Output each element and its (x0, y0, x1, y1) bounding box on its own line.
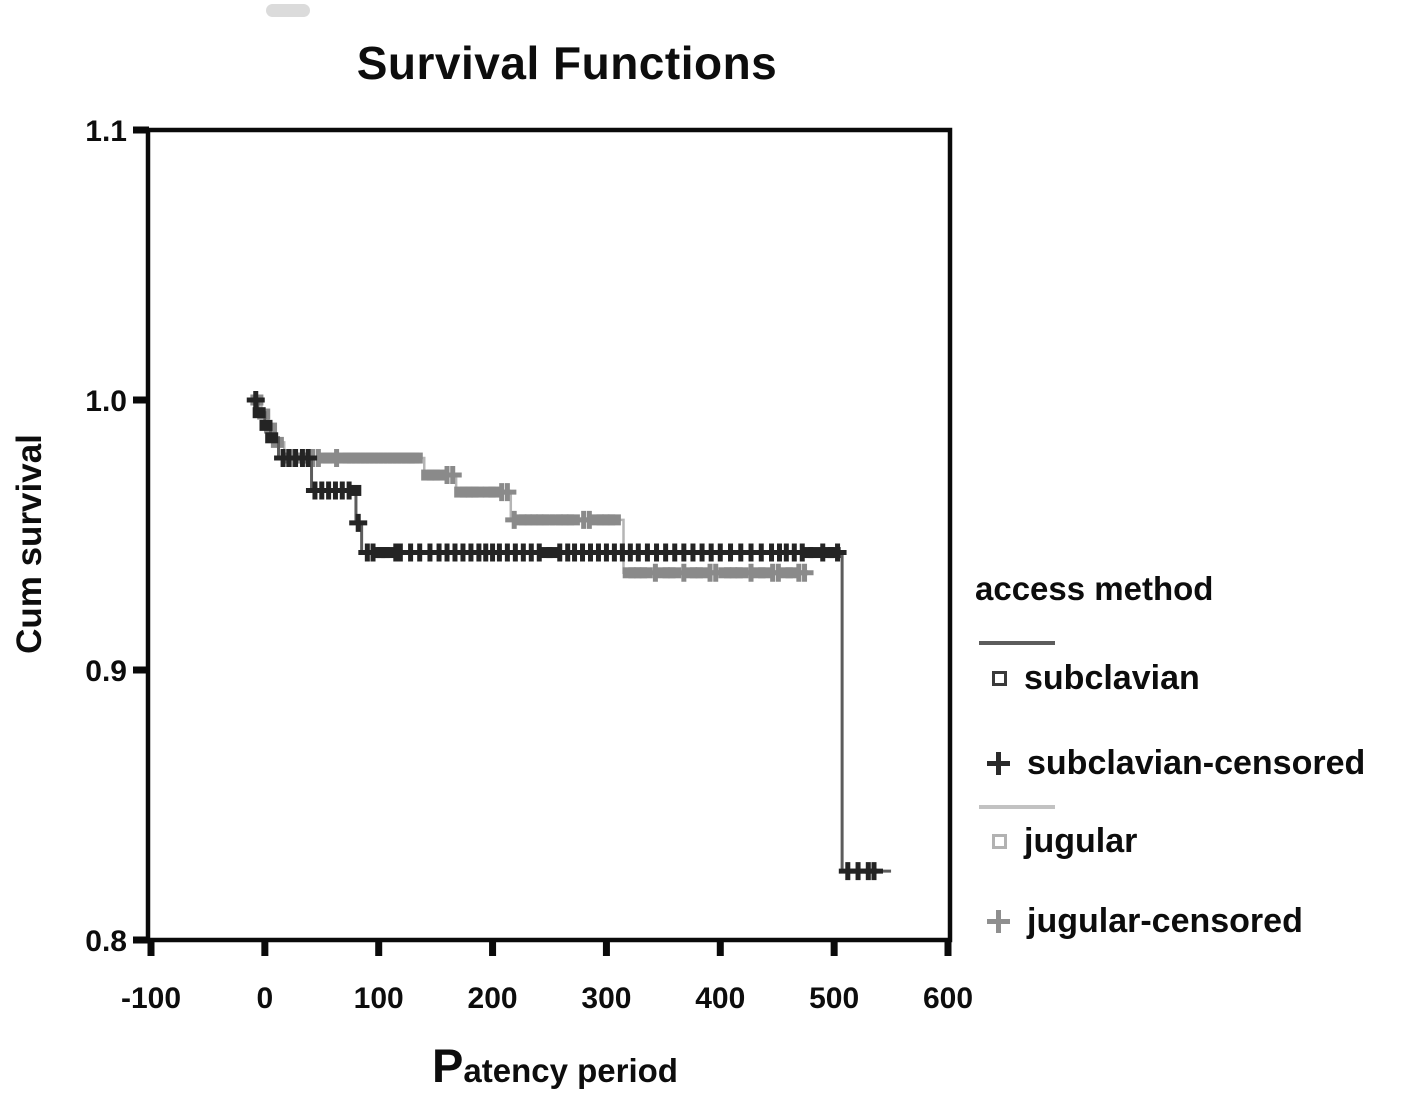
legend: access method subclavian subclavian-cens… (965, 560, 1417, 990)
x-tick-label: -100 (121, 982, 181, 1015)
x-tick (716, 938, 724, 956)
x-tick (261, 938, 269, 956)
legend-label: jugular-censored (1027, 901, 1303, 940)
series-subclavian-censored-mark (340, 481, 359, 500)
plus-marker-icon (987, 909, 1010, 933)
legend-label: subclavian (1024, 658, 1200, 697)
y-tick-label: 0.8 (85, 925, 127, 958)
x-tick-label: 0 (257, 982, 274, 1015)
series-subclavian-censored-mark (828, 543, 847, 562)
legend-title: access method (975, 570, 1214, 607)
series-jugular-censored-mark (498, 483, 517, 502)
series-jugular-censored-mark (443, 466, 462, 485)
series-subclavian-censored-mark (864, 862, 883, 881)
x-tick-label: 200 (468, 982, 518, 1015)
legend-item-subclavian-censored: subclavian-censored (987, 743, 1365, 783)
series-jugular-square-mark (607, 514, 621, 526)
series-jugular-censored-mark (327, 449, 346, 468)
subclavian-line-swatch (979, 641, 1055, 645)
chart-title: Survival Functions (356, 37, 778, 89)
y-tick (133, 936, 149, 944)
y-tick (133, 126, 149, 134)
square-marker-icon (992, 670, 1007, 686)
legend-label: subclavian-censored (1027, 743, 1366, 782)
x-tick-label: 500 (809, 982, 859, 1015)
series-subclavian-censored-mark (246, 391, 265, 409)
y-tick (133, 396, 149, 404)
series-subclavian-censored-mark (349, 513, 368, 532)
series-jugular-square-mark (735, 567, 749, 579)
series-subclavian-censored-mark (364, 543, 383, 562)
series-jugular-censored-mark (795, 563, 814, 582)
x-axis-title: Patency period (432, 1039, 678, 1092)
legend-label: jugular (1024, 821, 1138, 860)
series-subclavian-square-mark (259, 419, 273, 431)
x-tick (602, 938, 610, 956)
series-jugular-censored-mark (706, 563, 725, 582)
series-jugular-square-mark (471, 486, 485, 498)
series-jugular-square-mark (409, 452, 423, 464)
series-subclavian-square-mark (252, 407, 266, 419)
series-jugular-censored-mark (742, 563, 761, 582)
legend-item-subclavian: subclavian (987, 658, 1200, 698)
legend-item-jugular: jugular (987, 821, 1137, 861)
y-tick-label: 1.1 (85, 115, 127, 148)
x-tick-label: 600 (923, 982, 973, 1015)
plus-marker-icon (987, 751, 1010, 775)
legend-item-jugular-censored: jugular-censored (987, 901, 1303, 941)
series-subclavian-censored-mark (530, 543, 549, 562)
x-tick (489, 938, 497, 956)
series-jugular-censored-mark (505, 510, 524, 529)
y-tick-label: 1.0 (85, 385, 127, 418)
y-tick-label: 0.9 (85, 655, 127, 688)
jugular-line-swatch (979, 805, 1055, 809)
series-jugular-censored-mark (646, 563, 665, 582)
series-subclavian-line (251, 398, 892, 873)
series-jugular-censored-mark (580, 510, 599, 529)
series-jugular-square-mark (541, 514, 555, 526)
series-subclavian-censored-mark (793, 543, 812, 562)
x-tick (147, 938, 155, 956)
plot-frame (145, 127, 953, 943)
series-jugular-censored-mark (674, 563, 693, 582)
series-subclavian-censored-mark (299, 449, 318, 468)
series-jugular-square-mark (566, 514, 580, 526)
series-subclavian-square-mark (265, 432, 279, 444)
series-jugular-square-mark (639, 567, 653, 579)
x-tick-label: 400 (695, 982, 745, 1015)
series-jugular-square-mark (668, 567, 682, 579)
x-tick-label: 100 (354, 982, 404, 1015)
square-marker-icon (992, 833, 1007, 849)
y-tick (133, 666, 149, 674)
x-tick (830, 938, 838, 956)
x-tick (944, 938, 952, 956)
scan-artifact-smudge (266, 4, 310, 17)
series-jugular-censored-mark (769, 563, 788, 582)
x-tick (375, 938, 383, 956)
x-tick-label: 300 (581, 982, 631, 1015)
